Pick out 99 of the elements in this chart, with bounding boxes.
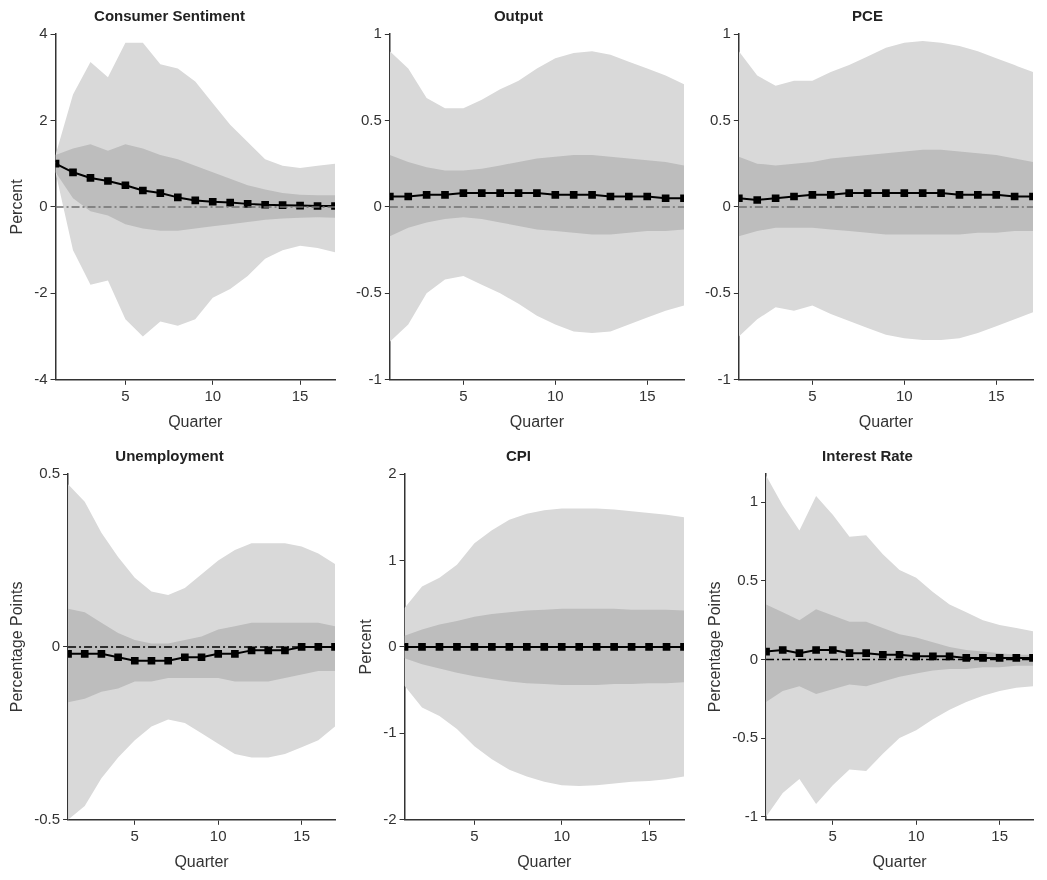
x-tick-label: 15: [991, 826, 1008, 844]
x-tick-label: 15: [293, 826, 310, 844]
y-tick-label: 0.5: [360, 110, 382, 128]
y-axis-title: Percent: [357, 618, 375, 675]
chart-title: PCE: [852, 7, 883, 25]
x-axis-title: Quarter: [509, 412, 565, 430]
y-tick-label: 4: [39, 24, 48, 42]
point: [912, 652, 921, 661]
point: [147, 656, 156, 665]
y-tick-label: 0.5: [39, 464, 61, 482]
point: [164, 656, 172, 665]
x-tick-label: 5: [808, 386, 817, 404]
point: [828, 646, 837, 654]
chart-title: Consumer Sentiment: [94, 7, 245, 25]
point: [181, 653, 189, 662]
chart-title: Interest Rate: [822, 447, 913, 465]
y-tick-label: -1: [368, 369, 382, 387]
y-tick-label: 1: [388, 550, 397, 568]
point: [1012, 654, 1021, 662]
point: [114, 653, 122, 662]
y-tick-label: 2: [39, 110, 48, 128]
y-tick-label: 0: [51, 637, 61, 655]
y-tick-label: -0.5: [704, 283, 731, 301]
y-tick-label: -1: [383, 723, 397, 741]
point: [97, 649, 106, 658]
x-tick-label: 5: [130, 826, 139, 844]
point: [962, 654, 971, 662]
y-tick-label: -2: [383, 809, 397, 827]
y-tick-label: 0.5: [709, 110, 731, 128]
point: [231, 649, 239, 658]
x-tick-label: 10: [553, 826, 571, 844]
point: [778, 646, 787, 654]
point: [812, 646, 820, 654]
x-axis-title: Quarter: [174, 852, 230, 870]
point: [929, 652, 937, 661]
x-axis-title: Quarter: [517, 852, 573, 870]
point: [208, 197, 217, 206]
point: [80, 649, 89, 658]
y-tick-label: -0.5: [34, 809, 61, 827]
y-tick-label: 2: [388, 464, 397, 482]
point: [191, 196, 200, 205]
x-axis-title: Quarter: [858, 412, 914, 430]
point: [862, 649, 870, 658]
y-tick-label: -1: [744, 806, 759, 824]
point: [995, 654, 1004, 662]
x-tick-label: 5: [459, 386, 468, 404]
point: [879, 650, 887, 659]
y-tick-label: 0: [749, 649, 759, 667]
point: [173, 193, 182, 202]
y-axis-title: Percent: [8, 178, 26, 235]
y-tick-label: 0: [373, 197, 382, 215]
x-tick-label: 10: [546, 386, 564, 404]
y-axis-title: Percentage Points: [8, 581, 26, 713]
point: [139, 186, 147, 195]
x-tick-label: 15: [640, 826, 658, 844]
y-tick-label: 1: [373, 24, 382, 42]
point: [226, 198, 235, 207]
point: [121, 181, 130, 190]
y-tick-label: -2: [34, 283, 48, 301]
y-tick-label: 0: [388, 637, 397, 655]
x-tick-label: 5: [121, 386, 130, 404]
point: [86, 174, 95, 182]
x-axis-title: Quarter: [168, 412, 224, 430]
x-tick-label: 15: [638, 386, 656, 404]
point: [130, 656, 139, 665]
x-tick-label: 10: [907, 826, 925, 844]
point: [104, 177, 112, 185]
chart-title: Unemployment: [115, 447, 224, 465]
y-tick-label: 1: [749, 492, 759, 510]
y-axis-title: Percentage Points: [706, 581, 724, 713]
point: [156, 189, 165, 197]
y-tick-label: -0.5: [355, 283, 382, 301]
y-tick-label: 0.5: [737, 571, 759, 589]
point: [979, 654, 987, 662]
x-tick-label: 5: [828, 826, 837, 844]
x-axis-title: Quarter: [872, 852, 928, 870]
x-tick-label: 15: [987, 386, 1005, 404]
point: [264, 646, 273, 655]
x-tick-label: 15: [291, 386, 309, 404]
y-tick-label: -4: [34, 369, 48, 387]
point: [281, 646, 289, 655]
y-tick-label: 0: [722, 197, 731, 215]
y-tick-label: 1: [722, 24, 731, 42]
x-tick-label: 10: [895, 386, 913, 404]
point: [197, 653, 206, 662]
y-tick-label: 0: [39, 197, 48, 215]
point: [214, 649, 223, 658]
x-tick-label: 10: [204, 386, 222, 404]
x-tick-label: 10: [209, 826, 227, 844]
x-tick-label: 5: [470, 826, 479, 844]
point: [845, 649, 854, 658]
point: [795, 649, 804, 658]
chart-title: Output: [493, 7, 544, 25]
point: [314, 643, 323, 651]
point: [69, 168, 77, 177]
y-tick-label: -0.5: [732, 728, 759, 746]
y-tick-label: -1: [717, 369, 731, 387]
point: [895, 650, 904, 659]
chart-title: CPI: [505, 447, 532, 465]
